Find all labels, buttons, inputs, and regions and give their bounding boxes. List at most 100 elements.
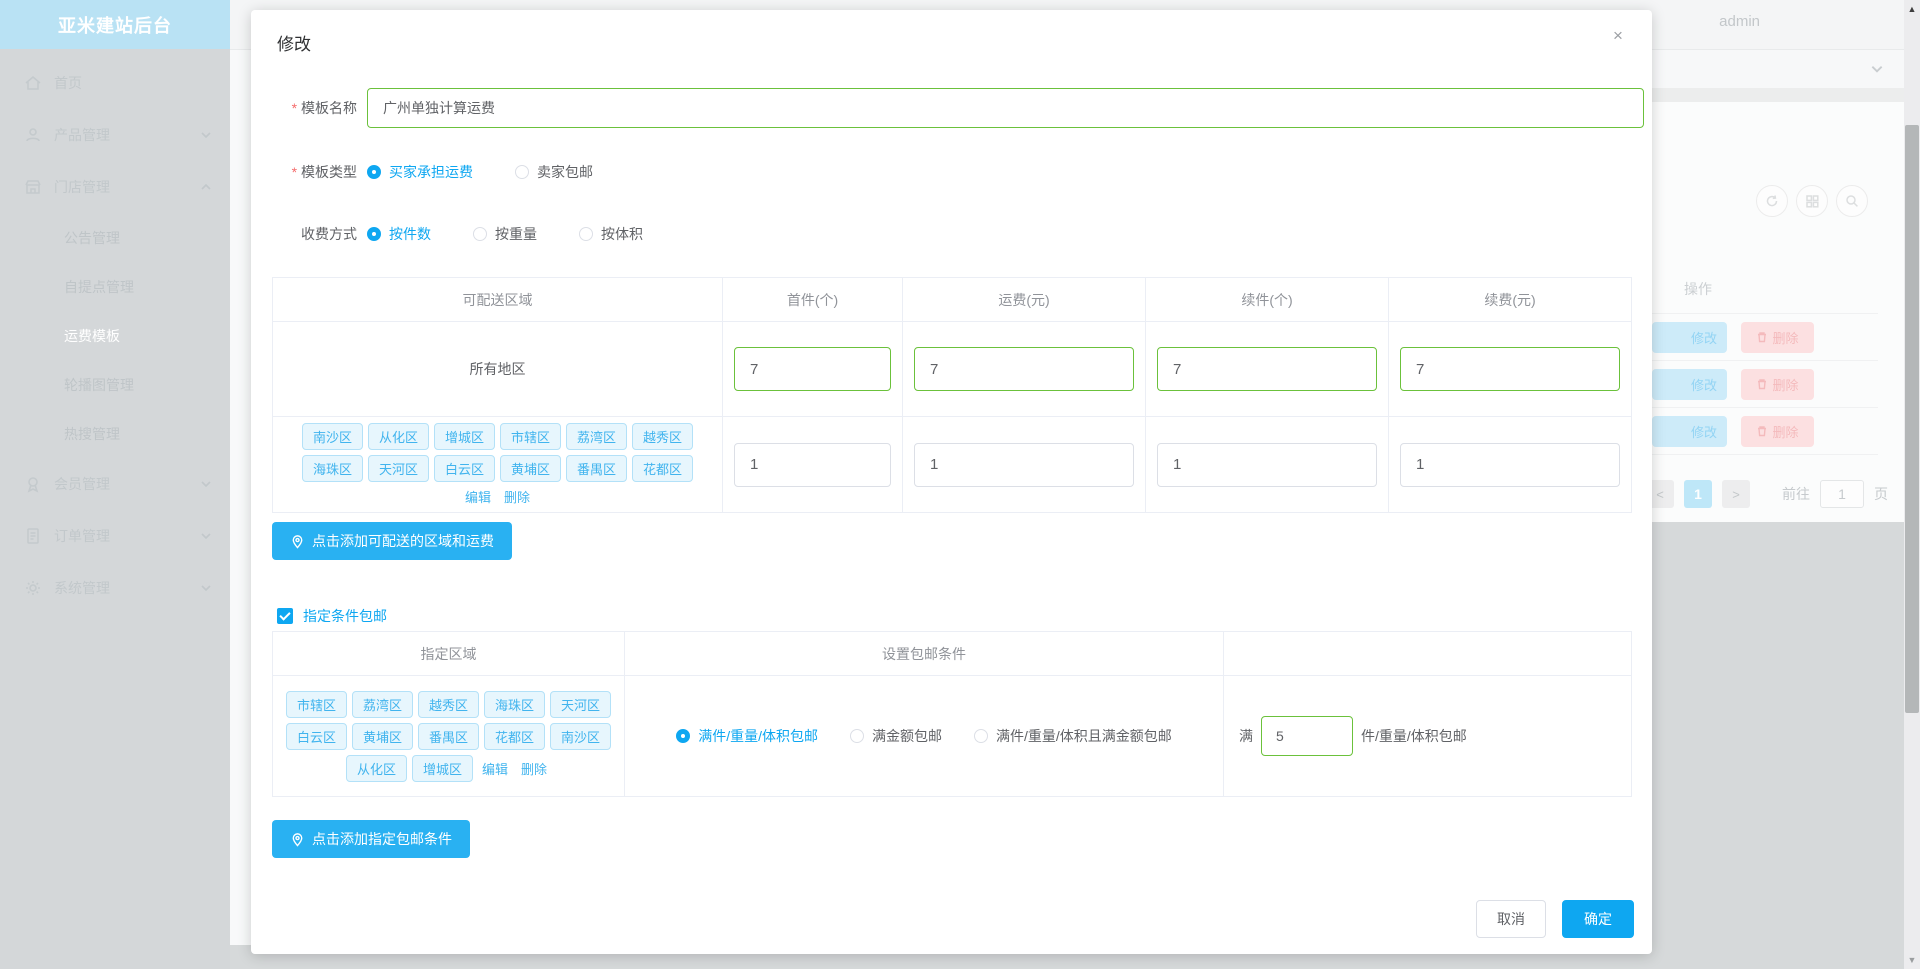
first-fee-input[interactable] (914, 442, 1134, 487)
radio-by-piece[interactable]: 按件数 (367, 224, 431, 244)
radio-seller-free[interactable]: 卖家包邮 (515, 162, 593, 182)
shipping-fee-table: 可配送区域 首件(个) 运费(元) 续件(个) 续费(元) 所有地区 南沙区 从… (272, 277, 1632, 513)
table-row-all-regions: 所有地区 (272, 321, 1632, 417)
trash-icon (1758, 379, 1767, 390)
app-title: 亚米建站后台 (0, 0, 230, 49)
radio-full-amount-free[interactable]: 满金额包邮 (850, 726, 942, 746)
search-button[interactable] (1836, 185, 1868, 217)
delete-button[interactable]: 删除 (1741, 321, 1814, 353)
delete-link[interactable]: 删除 (521, 761, 548, 777)
sidebar-item-label: 门店管理 (54, 179, 110, 195)
first-piece-input[interactable] (734, 347, 891, 391)
sidebar-item-label: 订单管理 (54, 528, 110, 544)
cancel-button[interactable]: 取消 (1476, 900, 1546, 938)
edit-link[interactable]: 编辑 (464, 490, 491, 505)
radio-buyer-pays[interactable]: 买家承担运费 (367, 162, 473, 182)
template-type-label: 模板类型 (277, 162, 357, 182)
add-condition-button[interactable]: 点击添加指定包邮条件 (272, 820, 470, 858)
sidebar-item-pickup-points[interactable]: 自提点管理 (64, 278, 134, 295)
sidebar-item-announcements[interactable]: 公告管理 (64, 229, 120, 246)
district-tag: 白云区 (433, 455, 495, 482)
next-page-button[interactable]: > (1722, 480, 1750, 508)
district-tag: 南沙区 (301, 423, 363, 450)
region-cell: 所有地区 (272, 321, 723, 417)
district-tag: 黄埔区 (351, 722, 413, 750)
template-name-input[interactable] (367, 88, 1644, 128)
delete-link[interactable]: 删除 (504, 490, 531, 505)
user-icon (26, 128, 40, 142)
district-tag: 市辖区 (500, 423, 562, 450)
location-pin-icon (292, 832, 303, 847)
radio-dot (974, 729, 988, 743)
confirm-button[interactable]: 确定 (1562, 900, 1634, 938)
column-header: 续费(元) (1388, 277, 1632, 322)
delete-button[interactable]: 删除 (1741, 415, 1814, 447)
district-tag: 黄埔区 (500, 455, 562, 482)
trash-icon (1758, 426, 1767, 437)
page-number-active[interactable]: 1 (1684, 480, 1712, 508)
pagination: < 1 > 前往 页 (1646, 480, 1888, 508)
vertical-scrollbar[interactable]: ▲ ▼ (1904, 0, 1920, 969)
radio-by-volume[interactable]: 按体积 (579, 224, 643, 244)
additional-fee-input[interactable] (1400, 442, 1620, 487)
scroll-down-arrow[interactable]: ▼ (1907, 955, 1917, 965)
sidebar-item-home[interactable]: 首页 (0, 57, 230, 109)
columns-button[interactable] (1796, 185, 1828, 217)
chevron-down-icon (201, 132, 211, 139)
condition-value-input[interactable] (1261, 716, 1353, 756)
additional-piece-input[interactable] (1157, 347, 1377, 391)
charge-mode-row: 收费方式 按件数 按重量 按体积 (277, 224, 685, 244)
column-header: 续件(个) (1145, 277, 1389, 322)
scroll-up-arrow[interactable]: ▲ (1907, 4, 1917, 14)
first-piece-input[interactable] (734, 442, 891, 487)
edit-button[interactable]: 修改 (1652, 321, 1727, 353)
sidebar-item-products[interactable]: 产品管理 (0, 109, 230, 161)
conditional-free-shipping-checkbox[interactable]: 指定条件包邮 (277, 606, 387, 626)
condition-row: 市辖区 荔湾区 越秀区 海珠区 天河区 白云区 黄埔区 番禺区 花都区 南沙区 … (272, 675, 1632, 797)
search-icon (1846, 195, 1858, 207)
refresh-button[interactable] (1756, 185, 1788, 217)
sidebar-item-label: 首页 (54, 75, 82, 91)
template-type-row: 模板类型 买家承担运费 卖家包邮 (277, 162, 635, 182)
delete-button[interactable]: 删除 (1741, 368, 1814, 400)
checkbox-checked-icon (277, 608, 293, 624)
edit-link[interactable]: 编辑 (482, 761, 509, 777)
radio-dot (515, 165, 529, 179)
column-header: 指定区域 (272, 631, 625, 676)
add-region-button[interactable]: 点击添加可配送的区域和运费 (272, 522, 512, 560)
district-tag: 市辖区 (285, 690, 347, 718)
edit-button[interactable]: 修改 (1652, 368, 1727, 400)
close-icon[interactable]: × (1613, 26, 1623, 45)
radio-full-piece-and-amount-free[interactable]: 满件/重量/体积且满金额包邮 (974, 726, 1172, 746)
sidebar-item-members[interactable]: 会员管理 (0, 458, 230, 510)
edit-button[interactable]: 修改 (1652, 415, 1727, 447)
chevron-down-icon (201, 481, 211, 488)
sidebar-item-shipping-templates[interactable]: 运费模板 (64, 327, 120, 344)
chevron-up-icon (201, 183, 211, 190)
additional-piece-input[interactable] (1157, 442, 1377, 487)
radio-dot (579, 227, 593, 241)
district-tag: 番禺区 (417, 722, 479, 750)
additional-fee-input[interactable] (1400, 347, 1620, 391)
sidebar-item-stores[interactable]: 门店管理 (0, 161, 230, 213)
scrollbar-thumb[interactable] (1905, 125, 1919, 713)
column-header: 可配送区域 (272, 277, 723, 322)
refresh-icon (1766, 195, 1778, 207)
district-tag: 南沙区 (550, 722, 612, 750)
radio-by-weight[interactable]: 按重量 (473, 224, 537, 244)
district-tag: 从化区 (367, 423, 429, 450)
condition-suffix: 件/重量/体积包邮 (1361, 728, 1467, 744)
admin-user[interactable]: admin (1719, 13, 1760, 30)
sidebar-item-orders[interactable]: 订单管理 (0, 510, 230, 562)
sidebar-item-hot-search[interactable]: 热搜管理 (64, 425, 120, 442)
sidebar-item-label: 会员管理 (54, 476, 110, 492)
radio-full-piece-free[interactable]: 满件/重量/体积包邮 (676, 726, 818, 746)
sidebar-item-system[interactable]: 系统管理 (0, 562, 230, 614)
gear-icon (26, 581, 40, 595)
sidebar-item-carousel[interactable]: 轮播图管理 (64, 376, 134, 393)
table-row-districts: 南沙区 从化区 增城区 市辖区 荔湾区 越秀区 海珠区 天河区 白云区 黄埔区 … (272, 416, 1632, 513)
first-fee-input[interactable] (914, 347, 1134, 391)
dialog-title: 修改 (277, 35, 311, 54)
template-name-row: 模板名称 (277, 88, 1644, 128)
goto-page-input[interactable] (1820, 480, 1864, 508)
